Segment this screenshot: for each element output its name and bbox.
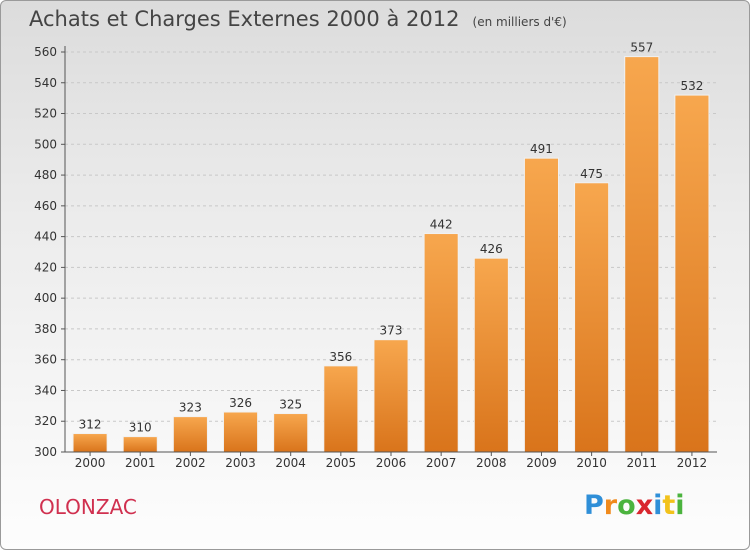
x-tick-label-2006: 2006: [376, 456, 407, 470]
x-tick-label-2010: 2010: [576, 456, 607, 470]
y-tick-label: 480: [34, 168, 57, 182]
y-tick-label: 380: [34, 322, 57, 336]
data-label-2007: 442: [430, 218, 453, 232]
bar-2006[interactable]: [373, 339, 409, 453]
bar-2000[interactable]: [72, 433, 108, 453]
logo-letter: r: [603, 490, 618, 521]
y-tick-label: 340: [34, 383, 57, 397]
data-label-2012: 532: [680, 79, 703, 93]
bar-2004[interactable]: [273, 413, 309, 453]
logo-letter: t: [662, 490, 676, 521]
bar-2008[interactable]: [473, 257, 509, 453]
data-label-2005: 356: [329, 350, 352, 364]
chart-title-main: Achats et Charges Externes 2000 à 2012: [29, 7, 460, 31]
data-label-2009: 491: [530, 142, 553, 156]
x-tick-label-2012: 2012: [677, 456, 708, 470]
chart-title: Achats et Charges Externes 2000 à 2012 (…: [29, 7, 567, 31]
data-label-2001: 310: [129, 421, 152, 435]
x-tick-label-2003: 2003: [225, 456, 256, 470]
town-name: OLONZAC: [39, 495, 137, 519]
x-tick-label-2004: 2004: [275, 456, 306, 470]
x-tick-label-2001: 2001: [125, 456, 156, 470]
y-tick-label: 440: [34, 230, 57, 244]
y-tick-label: 460: [34, 199, 57, 213]
x-tick-label-2011: 2011: [626, 456, 657, 470]
bar-2003[interactable]: [222, 411, 259, 453]
x-tick-label-2009: 2009: [526, 456, 557, 470]
bar-2009[interactable]: [523, 157, 560, 453]
chart-title-unit: (en milliers d'€): [472, 15, 567, 29]
logo-letter: x: [635, 490, 654, 521]
x-tick-label-2000: 2000: [75, 456, 106, 470]
proxiti-logo[interactable]: Proxiti: [584, 490, 685, 521]
data-label-2003: 326: [229, 396, 252, 410]
x-tick-label-2008: 2008: [476, 456, 507, 470]
bar-2012[interactable]: [674, 94, 710, 453]
logo-letter: o: [617, 490, 636, 521]
logo-letter: i: [653, 490, 663, 521]
y-tick-label: 400: [34, 291, 57, 305]
x-tick-label-2005: 2005: [326, 456, 357, 470]
data-label-2006: 373: [380, 324, 403, 338]
data-label-2011: 557: [630, 41, 653, 55]
y-tick-label: 360: [34, 353, 57, 367]
bar-2001[interactable]: [122, 436, 158, 453]
y-tick-label: 300: [34, 445, 57, 459]
y-tick-label: 320: [34, 414, 57, 428]
y-tick-label: 520: [34, 107, 57, 121]
data-label-2004: 325: [279, 398, 302, 412]
data-label-2010: 475: [580, 167, 603, 181]
data-label-2002: 323: [179, 401, 202, 415]
bar-2002[interactable]: [172, 416, 208, 453]
bar-2011[interactable]: [624, 56, 660, 453]
data-label-2000: 312: [79, 418, 102, 432]
bar-2010[interactable]: [574, 182, 610, 453]
bar-2005[interactable]: [323, 365, 359, 453]
y-tick-label: 540: [34, 76, 57, 90]
bar-2007[interactable]: [423, 233, 459, 453]
logo-letter: i: [675, 490, 685, 521]
x-tick-label-2007: 2007: [426, 456, 457, 470]
data-label-2008: 426: [480, 242, 503, 256]
logo-letter: P: [584, 490, 604, 521]
y-tick-label: 560: [34, 45, 57, 59]
y-tick-label: 500: [34, 137, 57, 151]
y-tick-label: 420: [34, 260, 57, 274]
x-tick-label-2002: 2002: [175, 456, 206, 470]
